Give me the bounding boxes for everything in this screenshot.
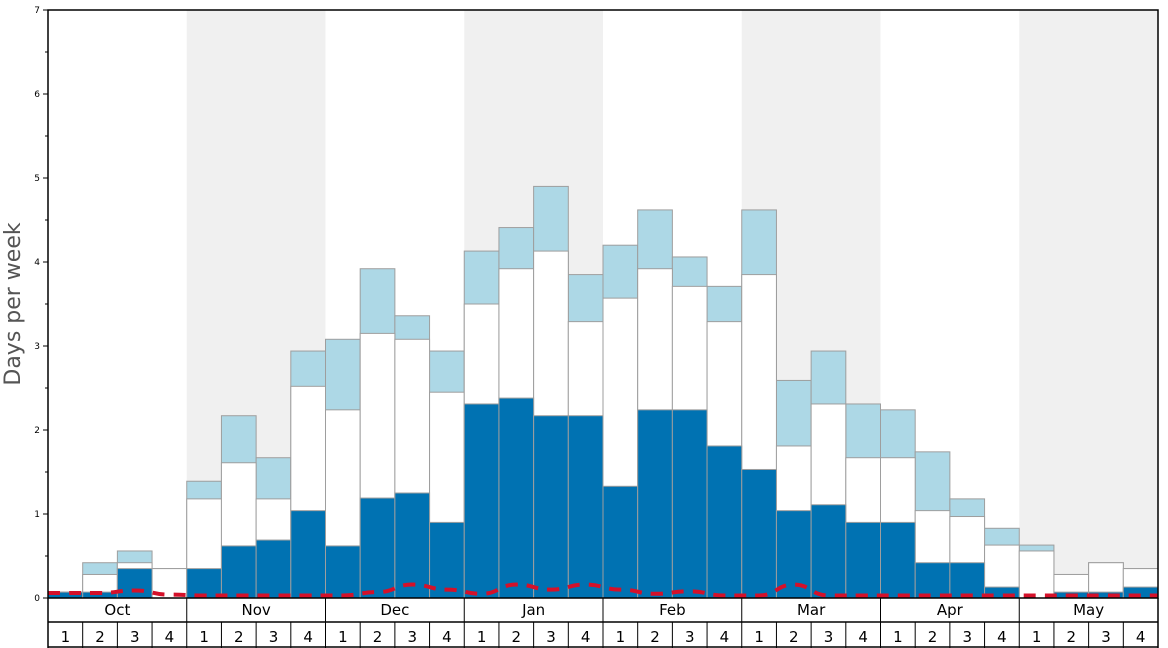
week-label-12: 4: [442, 628, 452, 646]
week-label-7: 3: [269, 628, 279, 646]
week-label-19: 3: [685, 628, 695, 646]
week-label-4: 4: [165, 628, 175, 646]
bar-dark-13: [463, 403, 500, 599]
bar-dark-8: [290, 510, 326, 599]
bar-dark-18: [637, 409, 673, 599]
month-label-feb: Feb: [659, 601, 686, 619]
week-label-32: 4: [1136, 628, 1146, 646]
bar-dark-25: [880, 521, 916, 599]
week-label-25: 1: [893, 628, 903, 646]
y-tick-label: 5: [34, 174, 40, 184]
month-label-may: May: [1073, 601, 1104, 619]
bar-dark-20: [706, 445, 743, 599]
bar-dark-24: [845, 521, 881, 599]
week-label-21: 1: [754, 628, 764, 646]
bar-dark-17: [602, 485, 639, 599]
week-label-15: 3: [546, 628, 556, 646]
week-label-26: 2: [928, 628, 938, 646]
dashed-line-layer: [48, 582, 1158, 598]
week-label-22: 2: [789, 628, 799, 646]
bar-dark-3: [116, 568, 153, 599]
week-label-23: 3: [824, 628, 834, 646]
bar-dark-6: [220, 545, 257, 599]
bar-white-29: [1018, 550, 1055, 599]
week-label-16: 4: [581, 628, 591, 646]
bar-dark-19: [671, 409, 708, 599]
week-label-14: 2: [512, 628, 522, 646]
y-tick-label: 0: [34, 594, 40, 604]
y-axis-title: Days per week: [1, 222, 26, 385]
month-shade-may: [1019, 10, 1158, 598]
y-tick-label: 3: [34, 342, 40, 352]
week-label-28: 4: [997, 628, 1007, 646]
month-label-dec: Dec: [380, 601, 409, 619]
week-label-24: 4: [858, 628, 868, 646]
week-label-11: 3: [407, 628, 417, 646]
week-label-8: 4: [303, 628, 313, 646]
week-label-5: 1: [199, 628, 209, 646]
bar-dark-16: [567, 415, 604, 599]
bar-dark-15: [533, 415, 569, 599]
y-tick-label: 2: [34, 426, 40, 436]
x-axis: Oct Nov Dec Jan Feb Mar Apr May 1 2 3 4 1 2 3 4 1 2 3 4 1 2 3 4…: [47, 598, 1159, 648]
month-label-apr: Apr: [937, 601, 964, 619]
bar-dark-11: [394, 492, 431, 599]
y-tick-label: 6: [34, 90, 40, 100]
week-label-18: 2: [650, 628, 660, 646]
bar-dark-7: [255, 539, 292, 599]
week-label-1: 1: [61, 628, 71, 646]
week-label-29: 1: [1032, 628, 1042, 646]
y-axis: 0 1 2 3 4 5 6 7: [34, 6, 48, 604]
y-tick-label: 7: [34, 6, 40, 16]
week-label-3: 3: [130, 628, 140, 646]
week-label-10: 2: [373, 628, 383, 646]
bar-dark-23: [810, 504, 847, 599]
bar-dark-10: [359, 497, 396, 599]
week-label-13: 1: [477, 628, 487, 646]
y-tick-label: 1: [34, 510, 40, 520]
y-tick-label: 4: [34, 258, 40, 268]
week-label-31: 3: [1101, 628, 1111, 646]
bar-dark-26: [914, 562, 951, 599]
month-label-nov: Nov: [241, 601, 270, 619]
bar-dark-5: [186, 568, 222, 599]
week-label-30: 2: [1067, 628, 1077, 646]
week-label-17: 1: [616, 628, 626, 646]
bar-dark-21: [741, 468, 777, 599]
week-label-2: 2: [95, 628, 105, 646]
bar-dark-27: [949, 562, 986, 599]
week-label-27: 3: [962, 628, 972, 646]
bar-dark-14: [498, 397, 535, 599]
plot-frame: [47, 9, 1159, 599]
week-label-6: 2: [234, 628, 244, 646]
week-label-9: 1: [338, 628, 348, 646]
month-label-oct: Oct: [104, 601, 130, 619]
month-label-jan: Jan: [521, 601, 545, 619]
dashed-line: [48, 582, 1158, 598]
bar-dark-9: [325, 545, 361, 599]
week-label-20: 4: [720, 628, 730, 646]
month-label-mar: Mar: [797, 601, 826, 619]
